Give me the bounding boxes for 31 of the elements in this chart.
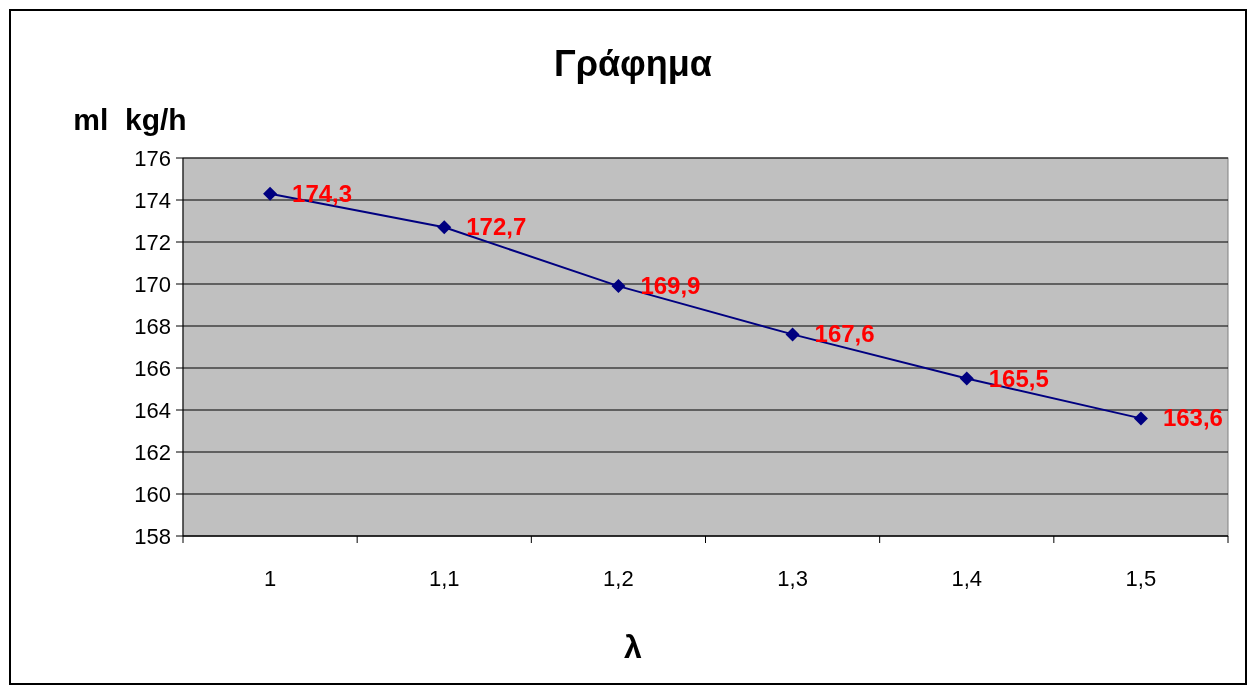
y-axis-title: ml kg/h <box>73 103 187 136</box>
point <box>959 371 974 386</box>
point <box>1133 411 1148 426</box>
x-tick-label: 1,1 <box>428 566 460 591</box>
x-tick-label: 1,5 <box>1125 566 1157 591</box>
point <box>263 186 278 201</box>
x-axis-title: λ <box>624 629 643 665</box>
data-label: 169,9 <box>640 272 701 300</box>
x-tick-label: 1,3 <box>777 566 808 591</box>
point <box>437 220 452 235</box>
y-tick-label: 164 <box>134 397 171 423</box>
y-tick-label: 174 <box>134 187 171 213</box>
y-tick-label: 172 <box>134 229 171 255</box>
y-tick-label: 170 <box>134 271 171 297</box>
point <box>785 327 800 342</box>
data-label: 172,7 <box>466 213 527 241</box>
x-tick-label: 1,4 <box>951 566 983 591</box>
data-label: 163,6 <box>1162 404 1223 432</box>
y-tick-label: 166 <box>134 355 171 381</box>
y-tick-label: 160 <box>134 481 171 507</box>
y-tick-label: 168 <box>134 313 171 339</box>
y-tick-label: 162 <box>134 439 171 465</box>
data-label: 174,3 <box>292 179 353 207</box>
y-tick-label: 176 <box>134 145 171 171</box>
x-tick-label: 1 <box>263 566 277 591</box>
x-tick-label: 1,2 <box>603 566 634 591</box>
point <box>611 279 626 294</box>
data-label: 167,6 <box>814 320 875 348</box>
y-tick-label: 158 <box>134 523 171 549</box>
chart-title: Γράφημα <box>554 43 712 84</box>
data-label: 165,5 <box>988 364 1049 392</box>
